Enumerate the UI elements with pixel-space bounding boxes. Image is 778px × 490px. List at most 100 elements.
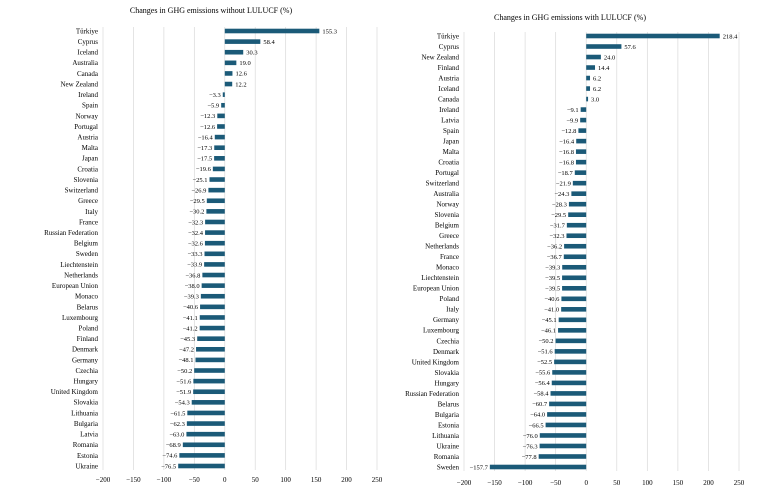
category-label: Romania [73, 441, 99, 449]
category-label: Estonia [77, 452, 99, 460]
data-label: 155.3 [322, 28, 337, 35]
category-label: Monaco [75, 293, 98, 301]
x-tick-label: 50 [613, 479, 621, 487]
bar [554, 349, 587, 354]
data-label: −45.1 [542, 317, 557, 324]
bar [217, 113, 225, 119]
data-label: 14.4 [598, 65, 610, 72]
data-label: −32.4 [188, 230, 204, 237]
category-label: Finland [77, 335, 99, 343]
data-label: −25.1 [192, 177, 207, 184]
data-label: 12.6 [235, 71, 247, 78]
bar [568, 201, 587, 207]
category-label: Lithuania [71, 409, 99, 417]
category-label: France [79, 218, 98, 226]
data-label: −157.7 [470, 464, 489, 471]
bar [196, 346, 225, 352]
category-label: Belgium [435, 222, 460, 230]
data-label: −16.4 [559, 138, 575, 145]
data-label: −39.3 [545, 265, 560, 272]
category-label: United Kingdom [51, 388, 99, 396]
category-label: Belarus [438, 400, 460, 408]
bar [539, 433, 587, 438]
bar [208, 187, 225, 193]
data-label: −61.5 [170, 410, 185, 417]
category-label: Ireland [78, 91, 98, 99]
data-label: 58.4 [263, 39, 275, 46]
category-label: European Union [413, 285, 460, 293]
data-label: −26.9 [191, 187, 206, 194]
data-label: −33.9 [187, 262, 202, 269]
data-label: −16.8 [559, 159, 574, 166]
data-label: −58.4 [533, 391, 549, 398]
category-label: Latvia [80, 431, 99, 439]
category-label: Norway [436, 201, 459, 209]
bar [545, 422, 587, 428]
category-label: Finland [438, 64, 460, 72]
data-label: −12.3 [200, 113, 215, 120]
x-tick-label: 150 [673, 479, 684, 487]
bar [204, 262, 225, 267]
bar [193, 389, 225, 395]
x-tick-label: 250 [734, 479, 745, 487]
bar [199, 315, 225, 320]
category-label: Canada [77, 70, 99, 78]
category-label: Italy [85, 208, 98, 216]
category-label: Belgium [74, 240, 99, 248]
category-label: Slovenia [74, 176, 99, 184]
category-label: Norway [75, 112, 98, 120]
category-label: Ukraine [75, 462, 98, 470]
data-label: 57.6 [624, 44, 636, 51]
data-label: −9.9 [566, 117, 578, 124]
bar [554, 359, 587, 365]
category-label: Greece [78, 197, 98, 205]
bar [552, 370, 587, 375]
category-label: Poland [79, 324, 99, 332]
bar [558, 328, 587, 333]
category-label: Denmark [72, 346, 99, 354]
data-label: 30.3 [246, 50, 257, 57]
bar [212, 166, 225, 172]
bar [580, 117, 587, 123]
category-label: Austria [438, 74, 460, 82]
x-tick-label: 100 [280, 476, 291, 484]
category-label: Russian Federation [44, 229, 98, 237]
bar [578, 128, 587, 133]
category-label: Sweden [76, 250, 99, 258]
data-label: −32.3 [549, 233, 564, 240]
data-label: −12.6 [200, 124, 216, 131]
bar [575, 149, 587, 154]
bar [547, 412, 587, 417]
bar [562, 275, 587, 281]
bar [555, 338, 587, 344]
bar [572, 180, 587, 186]
bar [571, 191, 587, 196]
bar [576, 138, 587, 144]
data-label: −29.5 [551, 212, 566, 219]
bar [575, 159, 587, 165]
bar [551, 380, 587, 386]
data-label: −41.0 [544, 307, 559, 314]
category-label: Hungary [74, 378, 99, 386]
bar [549, 401, 587, 407]
data-label: −17.3 [197, 145, 212, 152]
category-label: Monaco [436, 264, 459, 272]
category-label: France [440, 253, 459, 261]
bar [205, 219, 225, 225]
category-label: Belarus [77, 303, 99, 311]
data-label: −40.6 [183, 304, 199, 311]
category-label: Spain [443, 127, 459, 135]
x-tick-label: −200 [457, 479, 472, 487]
data-label: −60.7 [532, 401, 548, 408]
data-label: −19.6 [196, 166, 212, 173]
chart-without-lulucf: Changes in GHG emissions without LULUCF … [44, 6, 383, 484]
data-label: 6.2 [593, 75, 601, 82]
data-label: −62.3 [170, 421, 185, 428]
category-label: Australia [433, 190, 460, 198]
data-label: −24.3 [554, 191, 569, 198]
category-label: Bulgaria [435, 411, 460, 419]
data-label: −50.2 [177, 368, 192, 375]
bar [586, 86, 591, 91]
data-label: −74.6 [162, 453, 178, 460]
